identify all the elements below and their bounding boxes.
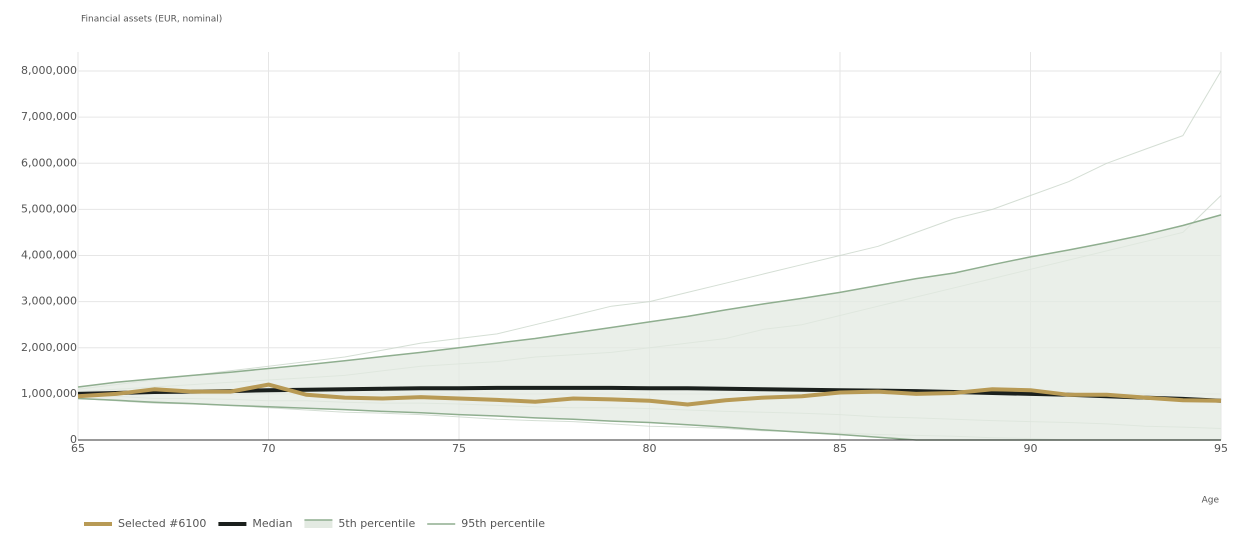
y-tick-label: 7,000,000: [21, 110, 77, 123]
y-tick-label: 1,000,000: [21, 387, 77, 400]
legend-label: Median: [252, 517, 292, 530]
y-tick-label: 5,000,000: [21, 202, 77, 215]
x-tick-label: 95: [1214, 442, 1228, 455]
percentile-band: [78, 214, 1221, 440]
simulation-path: [77, 70, 1222, 390]
x-tick-label: 80: [643, 442, 657, 455]
y-tick-label: 8,000,000: [21, 64, 77, 77]
x-tick-label: 65: [71, 442, 85, 455]
x-tick-label: 90: [1024, 442, 1038, 455]
legend-label: 5th percentile: [338, 517, 415, 530]
series-line: [77, 382, 1222, 407]
x-tick-label: 75: [452, 442, 466, 455]
legend-label: 95th percentile: [461, 517, 545, 530]
y-tick-label: 0: [70, 433, 77, 446]
y-tick-label: 4,000,000: [21, 249, 77, 262]
y-tick-label: 6,000,000: [21, 156, 77, 169]
y-tick-label: 3,000,000: [21, 295, 77, 308]
x-axis-label: Age: [1202, 496, 1220, 506]
legend-swatch: [304, 520, 333, 528]
legend-label: Selected #6100: [118, 517, 206, 530]
chart-title: Financial assets (EUR, nominal): [81, 15, 222, 25]
y-tick-label: 2,000,000: [21, 341, 77, 354]
series-line: [77, 214, 1222, 388]
x-tick-label: 85: [833, 442, 847, 455]
x-tick-label: 70: [262, 442, 276, 455]
series-line: [77, 385, 1222, 403]
